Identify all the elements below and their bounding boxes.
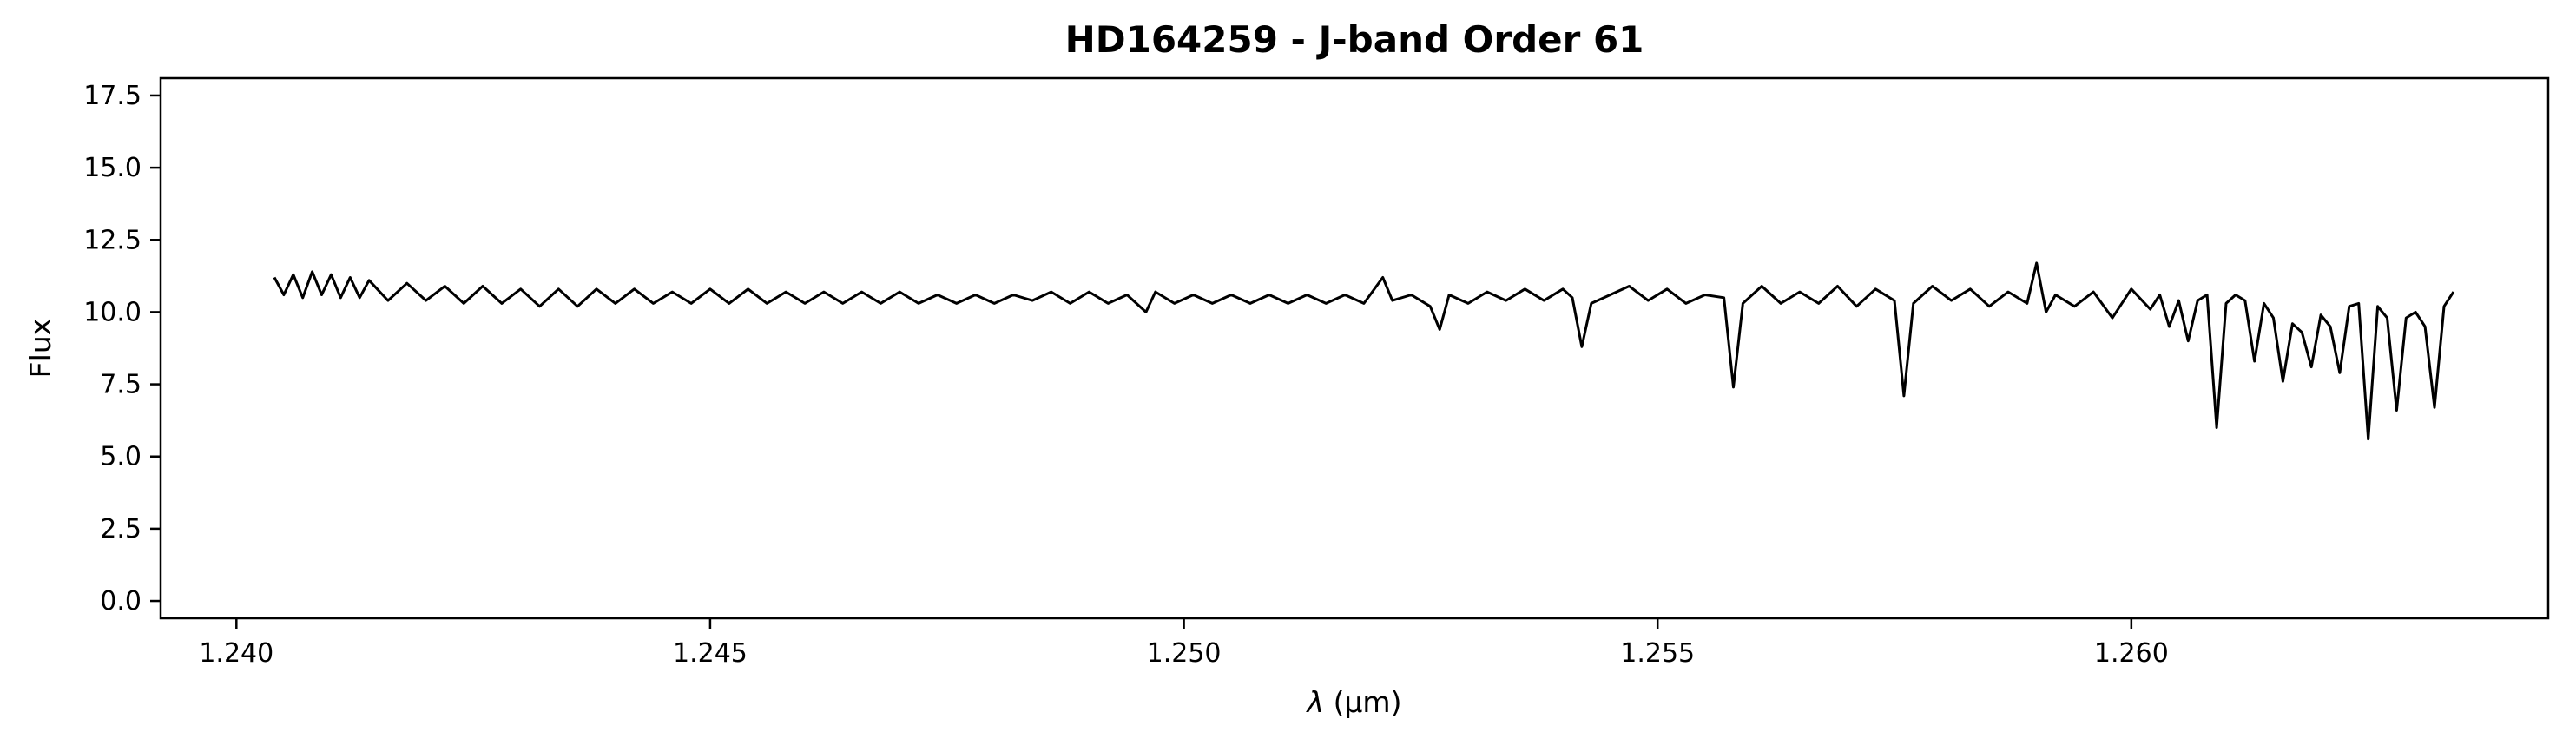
x-axis-label: λ (μm) [1306, 685, 1402, 719]
x-tick-label: 1.255 [1620, 638, 1695, 669]
x-axis-label-symbol: λ [1306, 685, 1325, 719]
plot-area [159, 76, 2550, 620]
y-tick-label: 10.0 [83, 297, 142, 327]
x-tick-label: 1.245 [673, 638, 748, 669]
x-tick-label: 1.250 [1147, 638, 1222, 669]
y-tick-label: 0.0 [100, 586, 142, 617]
x-axis: 1.240 1.245 1.250 1.255 1.260 [199, 618, 2169, 669]
y-tick-label: 15.0 [83, 153, 142, 183]
plot-frame [159, 76, 2550, 620]
y-tick-label: 5.0 [100, 442, 142, 472]
x-axis-label-unit: (μm) [1334, 685, 1402, 719]
y-axis-label: Flux [23, 319, 57, 379]
spectrum-series-line [273, 261, 2455, 441]
chart-title: HD164259 - J-band Order 61 [1065, 18, 1644, 61]
y-tick-label: 7.5 [100, 370, 142, 400]
x-tick-label: 1.260 [2094, 638, 2169, 669]
y-tick-label: 2.5 [100, 514, 142, 544]
y-axis: 0.0 2.5 5.0 7.5 10.0 12.5 15.0 17.5 [83, 81, 161, 617]
x-tick-label: 1.240 [199, 638, 273, 669]
y-tick-label: 12.5 [83, 225, 142, 255]
y-tick-label: 17.5 [83, 81, 142, 111]
